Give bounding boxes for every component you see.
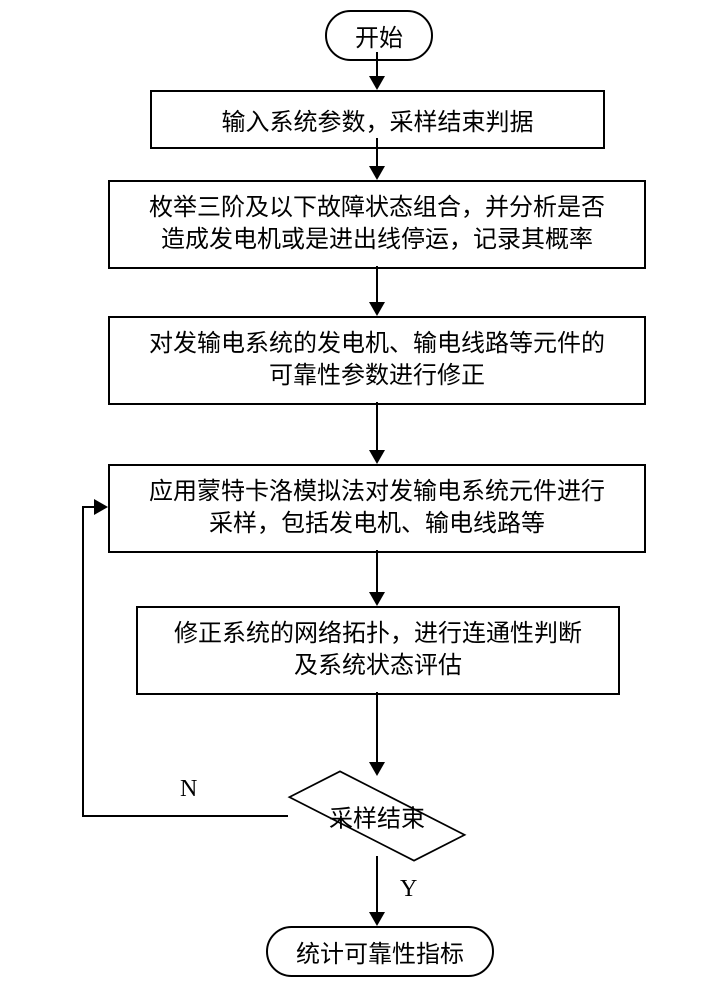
arrow bbox=[369, 302, 385, 316]
connector bbox=[376, 402, 378, 452]
step3-line1: 对发输电系统的发电机、输电线路等元件的 bbox=[149, 328, 605, 360]
arrow bbox=[369, 762, 385, 776]
yes-label: Y bbox=[400, 876, 417, 903]
decision-label: 采样结束 bbox=[329, 799, 425, 834]
step3-line2: 可靠性参数进行修正 bbox=[149, 360, 605, 392]
arrow-no bbox=[94, 499, 108, 515]
arrow bbox=[369, 76, 385, 90]
connector-yes bbox=[376, 856, 378, 914]
step4-line1: 应用蒙特卡洛模拟法对发输电系统元件进行 bbox=[149, 476, 605, 508]
step2-node: 枚举三阶及以下故障状态组合，并分析是否 造成发电机或是进出线停运，记录其概率 bbox=[108, 180, 646, 269]
decision-node: 采样结束 bbox=[282, 776, 472, 856]
step2-line2: 造成发电机或是进出线停运，记录其概率 bbox=[149, 224, 605, 256]
connector bbox=[376, 550, 378, 594]
no-label: N bbox=[180, 776, 197, 803]
step4-node: 应用蒙特卡洛模拟法对发输电系统元件进行 采样，包括发电机、输电线路等 bbox=[108, 464, 646, 553]
step3-node: 对发输电系统的发电机、输电线路等元件的 可靠性参数进行修正 bbox=[108, 316, 646, 405]
connector bbox=[376, 138, 378, 168]
start-node: 开始 bbox=[325, 10, 433, 61]
connector-no-h1 bbox=[82, 815, 288, 817]
step2-line1: 枚举三阶及以下故障状态组合，并分析是否 bbox=[149, 192, 605, 224]
arrow bbox=[369, 166, 385, 180]
arrow bbox=[369, 450, 385, 464]
step5-line1: 修正系统的网络拓扑，进行连通性判断 bbox=[174, 618, 582, 650]
arrow-yes bbox=[369, 912, 385, 926]
start-label: 开始 bbox=[355, 18, 403, 53]
step5-line2: 及系统状态评估 bbox=[174, 650, 582, 682]
step4-line2: 采样，包括发电机、输电线路等 bbox=[149, 508, 605, 540]
end-label: 统计可靠性指标 bbox=[296, 934, 464, 969]
connector bbox=[376, 266, 378, 304]
step5-node: 修正系统的网络拓扑，进行连通性判断 及系统状态评估 bbox=[136, 606, 620, 695]
connector bbox=[376, 52, 378, 78]
connector bbox=[376, 692, 378, 764]
arrow bbox=[369, 592, 385, 606]
connector-no-v bbox=[82, 507, 84, 817]
step1-label: 输入系统参数，采样结束判据 bbox=[222, 102, 534, 137]
end-node: 统计可靠性指标 bbox=[266, 926, 494, 977]
